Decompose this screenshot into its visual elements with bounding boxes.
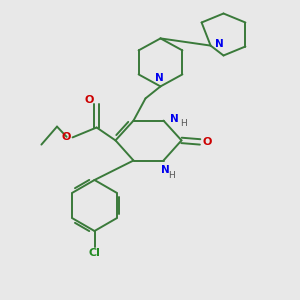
Text: N: N <box>169 114 178 124</box>
Text: N: N <box>160 165 169 175</box>
Text: H: H <box>169 171 175 180</box>
Text: O: O <box>61 132 71 142</box>
Text: Cl: Cl <box>88 248 101 258</box>
Text: N: N <box>214 39 224 49</box>
Text: O: O <box>84 95 94 105</box>
Text: O: O <box>202 137 211 147</box>
Text: H: H <box>180 118 186 127</box>
Text: N: N <box>155 73 164 83</box>
